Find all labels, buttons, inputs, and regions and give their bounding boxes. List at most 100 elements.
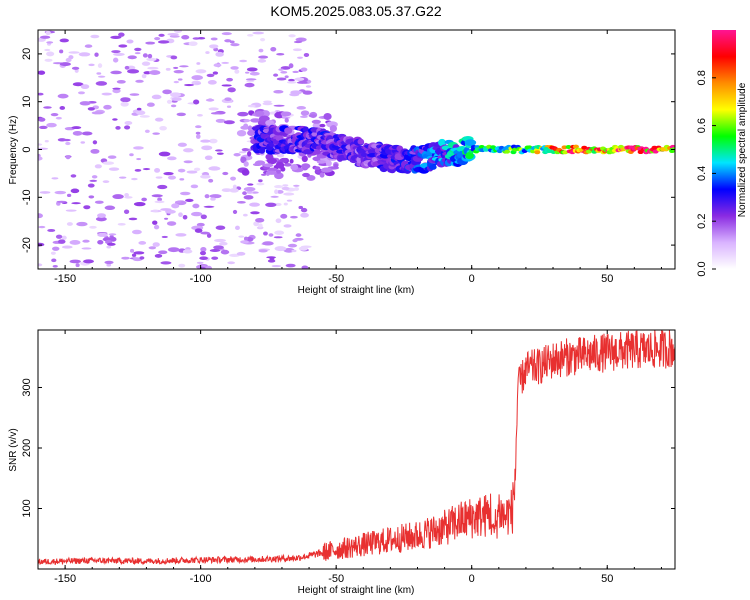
snr-x-tick-label: 50 — [601, 573, 613, 585]
spectrogram-cell — [275, 161, 285, 169]
spectrogram-cell — [91, 111, 104, 115]
spectrogram-cell — [154, 253, 163, 258]
spectrogram-cell — [280, 213, 288, 219]
spectrogram-cell — [221, 61, 230, 64]
spectrogram-cell — [243, 187, 256, 192]
spectrogram-cell — [200, 139, 211, 143]
spectrogram-cell — [357, 138, 365, 145]
spectrogram-cell — [266, 170, 277, 175]
spectrogram-cell — [255, 218, 265, 223]
spectrogram-cell — [79, 101, 91, 106]
spectrogram-cell — [158, 151, 171, 157]
spectrogram-cell — [138, 241, 147, 245]
spectrogram-cell — [247, 150, 252, 157]
spectrogram-cell — [38, 263, 43, 267]
spectrogram-y-tick-label: 10 — [21, 96, 33, 108]
spectrogram-cell — [191, 211, 203, 217]
spectrogram-cell — [286, 199, 293, 202]
spectrogram-y-tick-label: -20 — [21, 237, 33, 253]
spectrogram-cell — [234, 69, 240, 74]
spectrogram-cell — [47, 228, 56, 232]
spectrogram-cell — [84, 44, 93, 48]
spectrogram-cell — [210, 112, 221, 115]
spectrogram-cell — [170, 104, 177, 108]
spectrogram-cell — [167, 32, 179, 36]
spectrogram-cell — [166, 99, 172, 104]
spectrogram-cell — [44, 58, 53, 62]
spectrogram-cell — [188, 41, 198, 47]
spectrogram-cell — [136, 110, 146, 115]
spectrogram-cell — [200, 214, 207, 220]
spectrogram-cell — [199, 256, 208, 261]
spectrogram-cell — [127, 69, 140, 74]
spectrogram-cell — [296, 81, 308, 84]
spectrogram-cell — [204, 194, 210, 199]
colorbar-tick-label: 0.8 — [696, 70, 708, 85]
spectrogram-cell — [120, 97, 131, 103]
spectrogram-cell — [302, 126, 309, 133]
spectrogram-cell — [239, 59, 248, 63]
spectrogram-cell — [46, 51, 55, 57]
spectrogram-cell — [44, 140, 49, 143]
spectrogram-cell — [209, 44, 219, 49]
spectrogram-cell — [80, 84, 90, 90]
spectrogram-cell — [270, 46, 277, 52]
spectrogram-cell — [113, 52, 125, 56]
spectrogram-cell — [113, 57, 119, 63]
spectrogram-cell — [52, 246, 60, 251]
spectrogram-cell — [139, 115, 150, 118]
spectrogram-cell — [112, 194, 124, 200]
snr-x-ticks: -150 -100 -50 0 50 — [37, 330, 662, 585]
spectrogram-cell — [130, 248, 135, 253]
spectrogram-cell — [200, 231, 211, 235]
spectrogram-cell — [292, 70, 299, 74]
spectrogram-cell — [46, 122, 57, 128]
spectrogram-cell — [131, 177, 138, 181]
spectrogram-cell — [267, 259, 276, 263]
spectrogram-cell — [149, 70, 161, 76]
spectrogram-cell — [169, 35, 180, 38]
spectrogram-cell — [66, 222, 73, 226]
spectrogram-cell — [237, 201, 246, 204]
spectrogram-cell — [232, 184, 237, 190]
spectrogram-cell — [283, 202, 288, 206]
spectrogram-cell — [278, 68, 284, 71]
spectrogram-cell — [204, 155, 213, 160]
spectrogram-cell — [289, 158, 294, 164]
spectrogram-cell — [38, 143, 43, 146]
spectrogram-cell — [133, 202, 146, 207]
spectrogram-cell — [323, 113, 332, 120]
spectrogram-cell — [134, 47, 142, 52]
spectrogram-cell — [178, 263, 186, 268]
spectrogram-cells — [38, 30, 675, 269]
snr-series-line — [38, 330, 675, 566]
spectrogram-cell — [254, 160, 266, 166]
spectrogram-cell — [263, 100, 272, 103]
spectrogram-cell — [97, 75, 106, 78]
spectrogram-cell — [173, 80, 180, 84]
spectrogram-cell — [581, 145, 588, 150]
spectrogram-cell — [97, 63, 103, 68]
spectrogram-cell — [129, 93, 140, 96]
spectrogram-cell — [38, 156, 43, 161]
spectrogram-cell — [243, 123, 249, 129]
spectrogram-cell — [296, 106, 307, 110]
spectrogram-cell — [126, 39, 134, 44]
spectrogram-cell — [275, 169, 281, 174]
spectrogram-cell — [110, 70, 122, 75]
spectrogram-cell — [131, 253, 137, 257]
spectrogram-cell — [213, 63, 222, 68]
spectrogram-cell — [262, 102, 273, 106]
spectrogram-cell — [201, 145, 213, 151]
spectrogram-cell — [246, 67, 258, 72]
spectrogram-cell — [213, 245, 224, 250]
snr-x-tick-label: -150 — [54, 573, 76, 585]
spectrogram-cell — [312, 122, 322, 129]
spectrogram-cell — [173, 69, 184, 74]
spectrogram-cell — [65, 155, 71, 160]
spectrogram-cell — [192, 203, 200, 209]
spectrogram-cell — [129, 153, 134, 157]
spectrogram-cell — [220, 249, 230, 255]
spectrogram-cell — [465, 152, 474, 160]
spectrogram-cell — [230, 176, 236, 181]
